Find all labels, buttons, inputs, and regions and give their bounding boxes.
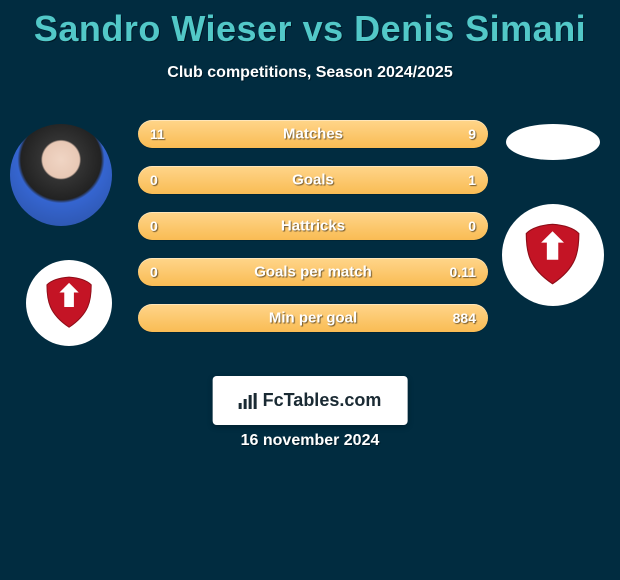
stat-bars: 11Matches90Goals10Hattricks00Goals per m… [138, 120, 488, 350]
stat-value-right: 884 [453, 310, 476, 326]
stat-label: Goals per match [138, 264, 488, 281]
left-player-column [10, 124, 128, 346]
stat-bar: 11Matches9 [138, 120, 488, 148]
date-line: 16 november 2024 [0, 432, 620, 450]
stat-value-right: 0.11 [450, 264, 476, 280]
stat-label: Hattricks [138, 218, 488, 235]
stat-bar: 0Hattricks0 [138, 212, 488, 240]
left-player-avatar [10, 124, 112, 226]
chart-bars-icon [239, 393, 257, 409]
page-title: Sandro Wieser vs Denis Simani [0, 0, 620, 50]
stat-label: Goals [138, 172, 488, 189]
left-club-badge [26, 260, 112, 346]
stat-bar: Min per goal884 [138, 304, 488, 332]
branding-badge: FcTables.com [213, 376, 408, 425]
stat-label: Matches [138, 126, 488, 143]
player-photo-placeholder [10, 124, 112, 226]
subtitle: Club competitions, Season 2024/2025 [0, 64, 620, 82]
stat-bar: 0Goals per match0.11 [138, 258, 488, 286]
branding-text: FcTables.com [263, 390, 382, 411]
stat-value-right: 9 [468, 126, 476, 142]
right-player-column [502, 124, 604, 306]
stat-value-right: 0 [468, 218, 476, 234]
right-player-avatar [506, 124, 600, 160]
shield-icon [524, 223, 581, 286]
right-club-badge [502, 204, 604, 306]
stat-value-right: 1 [468, 172, 476, 188]
stat-label: Min per goal [138, 310, 488, 327]
stat-bar: 0Goals1 [138, 166, 488, 194]
shield-icon [45, 276, 93, 329]
